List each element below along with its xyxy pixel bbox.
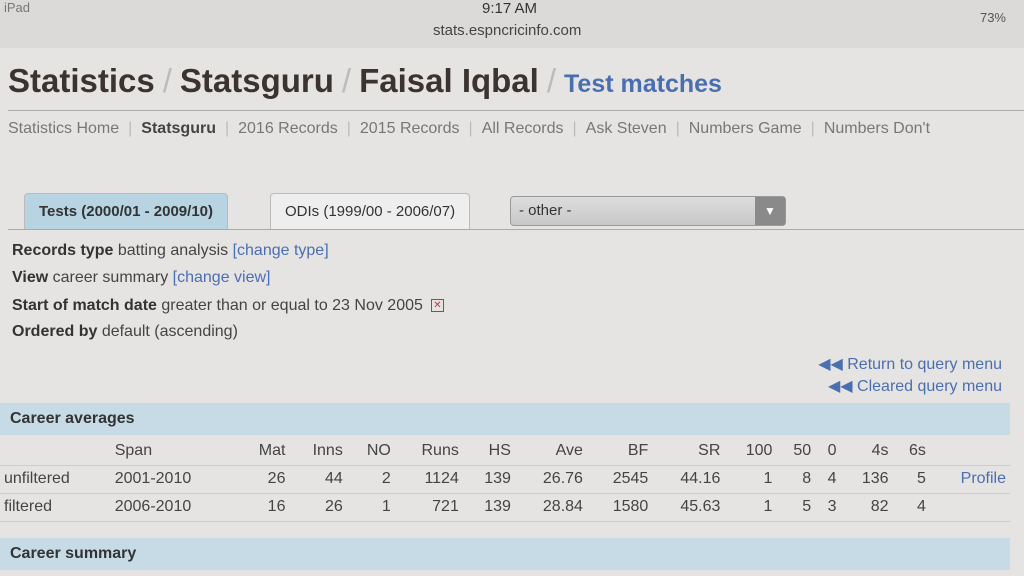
divider: [8, 229, 1024, 230]
clock: 9:17 AM: [482, 0, 538, 17]
nav-numbers-game[interactable]: Numbers Game: [688, 120, 802, 137]
breadcrumb-player[interactable]: Faisal Iqbal: [359, 62, 539, 99]
column-header: Inns: [289, 437, 347, 466]
table-cell: 8: [776, 465, 816, 494]
table-cell: 4: [892, 493, 930, 522]
change-type-link[interactable]: [change type]: [232, 242, 329, 259]
column-header: Runs: [394, 437, 463, 466]
table-cell: 1: [346, 493, 395, 522]
column-header: NO: [346, 437, 395, 466]
table-cell: 44: [289, 465, 347, 494]
column-header: HS: [462, 437, 515, 466]
table-cell: 139: [462, 493, 515, 522]
table-cell: 1: [724, 493, 777, 522]
table-row: unfiltered 2001-2010 26 44 2 1124 139 26.76 2545…: [0, 465, 1010, 494]
table-cell: 2006-2010: [110, 493, 238, 522]
table-cell: 136: [840, 465, 893, 494]
table-cell: 5: [776, 493, 816, 522]
column-header: BF: [586, 437, 653, 466]
breadcrumb: Statistics / Statsguru / Faisal Iqbal / Test m…: [8, 62, 722, 99]
address-bar[interactable]: stats.espncricinfo.com: [433, 22, 582, 39]
select-value: - other -: [519, 202, 572, 219]
table-cell: 82: [840, 493, 893, 522]
table-cell: 5: [892, 465, 930, 494]
breadcrumb-statsguru[interactable]: Statsguru: [179, 62, 334, 99]
view-line: View career summary [change view]: [12, 269, 271, 286]
table-cell: 44.16: [652, 465, 725, 494]
carrier-label: iPad: [4, 0, 31, 15]
ordered-by-line: Ordered by default (ascending): [12, 323, 238, 340]
table-cell: unfiltered: [0, 465, 111, 494]
column-header: SR: [652, 437, 725, 466]
table-cell: 26: [237, 465, 290, 494]
column-header: 50: [776, 437, 816, 466]
table-cell: 1124: [394, 465, 463, 494]
column-header: 0: [815, 437, 841, 466]
table-cell: 26.76: [514, 465, 587, 494]
ios-status-bar: iPad 9:17 AM 73% stats.espncricinfo.com: [0, 0, 1024, 48]
table-cell: 45.63: [652, 493, 725, 522]
column-header: Ave: [514, 437, 587, 466]
table-cell: 28.84: [514, 493, 587, 522]
column-header: [929, 437, 1010, 466]
column-header: Mat: [237, 437, 290, 466]
career-averages-header: Career averages: [0, 403, 1010, 435]
profile-link[interactable]: Profile: [960, 470, 1006, 487]
table-cell: 2: [346, 465, 395, 494]
table-cell: 2545: [586, 465, 653, 494]
breadcrumb-test-matches: Test matches: [564, 70, 722, 98]
career-summary-header: Career summary: [0, 538, 1010, 570]
records-type-line: Records type batting analysis [change ty…: [12, 242, 329, 259]
column-header: 4s: [840, 437, 893, 466]
rewind-icon: ◀◀: [818, 356, 848, 373]
tab-tests[interactable]: Tests (2000/01 - 2009/10): [24, 193, 229, 229]
rewind-icon: ◀◀: [827, 378, 858, 395]
table-cell: 721: [394, 493, 463, 522]
breadcrumb-statistics[interactable]: Statistics: [8, 62, 155, 99]
column-header: [0, 437, 111, 466]
nav-statistics-home[interactable]: Statistics Home: [8, 120, 120, 137]
table-cell: 16: [237, 493, 290, 522]
table-cell: 2001-2010: [110, 465, 238, 494]
sub-nav: Statistics Home | Statsguru | 2016 Records | 2…: [8, 120, 931, 137]
return-query-link[interactable]: ◀◀ Return to query menu: [818, 356, 1002, 373]
nav-statsguru[interactable]: Statsguru: [141, 120, 216, 137]
table-cell: 139: [462, 465, 515, 494]
table-cell: filtered: [0, 493, 111, 522]
table-cell: Profile: [929, 465, 1010, 494]
battery-indicator: 73%: [979, 10, 1006, 25]
column-header: 6s: [892, 437, 930, 466]
table-cell: 3: [815, 493, 841, 522]
column-header: 100: [724, 437, 777, 466]
nav-2016-records[interactable]: 2016 Records: [238, 120, 338, 137]
cleared-query-link[interactable]: ◀◀ Cleared query menu: [827, 378, 1002, 395]
column-header: Span: [110, 437, 238, 466]
table-cell: 26: [289, 493, 347, 522]
table-cell: 1580: [586, 493, 653, 522]
tab-odis[interactable]: ODIs (1999/00 - 2006/07): [270, 193, 471, 229]
career-averages-table: Span Mat Inns NO Runs HS Ave BF SR 100 50 0 4s 6s unf…: [0, 437, 1010, 522]
table-cell: [929, 493, 1010, 522]
remove-filter-icon[interactable]: ✕: [430, 299, 444, 313]
change-view-link[interactable]: [change view]: [172, 269, 271, 286]
start-date-line: Start of match date greater than or equa…: [12, 297, 444, 315]
table-cell: 1: [724, 465, 777, 494]
table-row: filtered 2006-2010 16 26 1 721 139 28.84 1580 45.…: [0, 493, 1010, 522]
nav-numbers-dont[interactable]: Numbers Don't: [823, 120, 931, 137]
nav-ask-steven[interactable]: Ask Steven: [585, 120, 667, 137]
nav-2015-records[interactable]: 2015 Records: [359, 120, 460, 137]
other-format-select[interactable]: - other - ▼: [510, 196, 786, 226]
chevron-down-icon: ▼: [755, 197, 785, 225]
nav-all-records[interactable]: All Records: [481, 120, 564, 137]
divider: [8, 110, 1024, 111]
table-cell: 4: [815, 465, 841, 494]
